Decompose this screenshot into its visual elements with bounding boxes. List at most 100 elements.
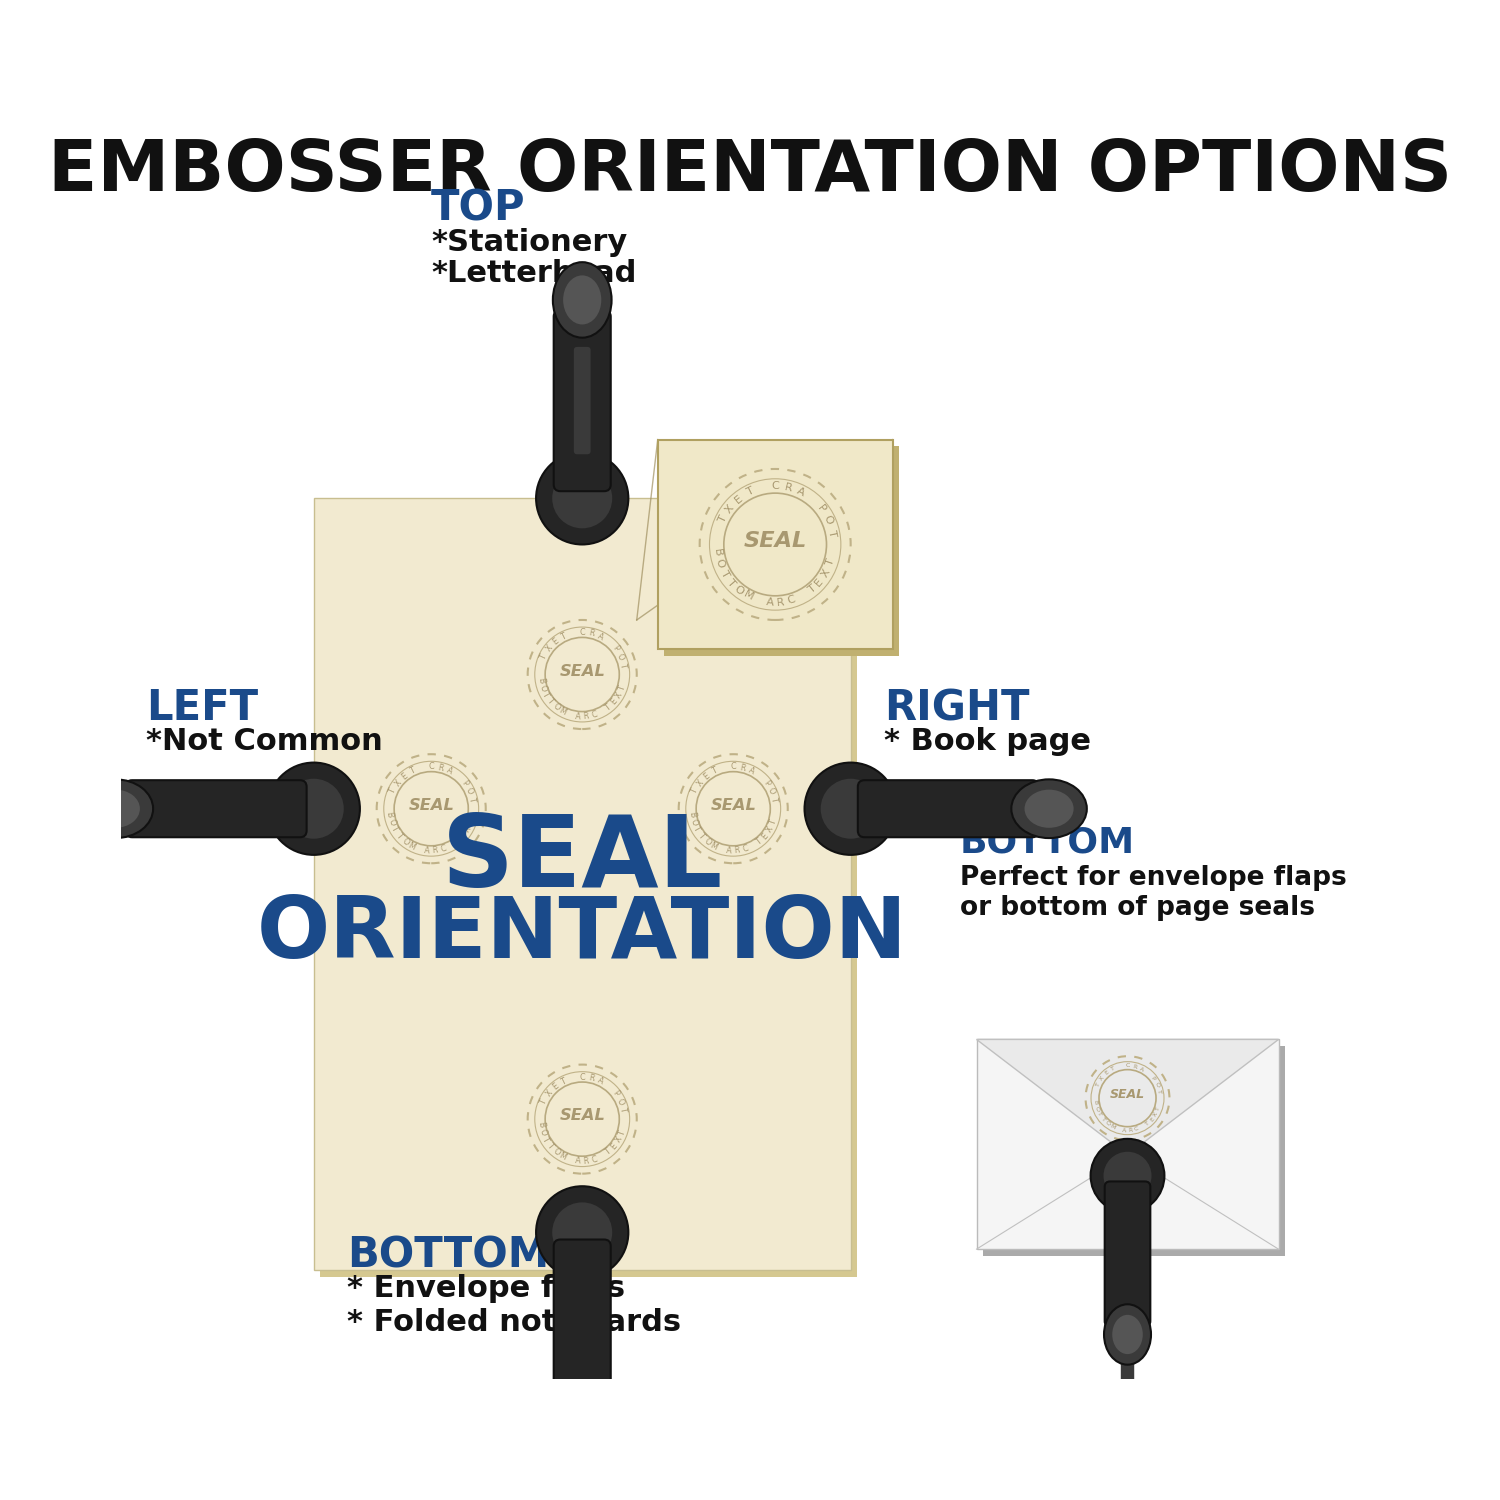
Text: X: X xyxy=(819,567,833,579)
Text: *Not Common: *Not Common xyxy=(146,728,382,756)
Text: T: T xyxy=(1110,1066,1116,1072)
Text: O: O xyxy=(400,836,411,848)
FancyBboxPatch shape xyxy=(554,310,610,490)
Text: C: C xyxy=(579,628,585,638)
Text: B: B xyxy=(1092,1100,1098,1106)
FancyBboxPatch shape xyxy=(976,1040,1278,1250)
Text: B: B xyxy=(386,812,394,818)
Text: O: O xyxy=(1094,1106,1100,1112)
Text: E: E xyxy=(400,771,410,782)
Text: T: T xyxy=(618,663,628,669)
Text: A: A xyxy=(726,846,732,855)
Text: * Folded note cards: * Folded note cards xyxy=(348,1308,681,1336)
Text: *Letterhead: *Letterhead xyxy=(430,260,636,288)
FancyBboxPatch shape xyxy=(554,1239,610,1420)
Text: M: M xyxy=(741,590,754,603)
Text: B: B xyxy=(536,1122,546,1128)
FancyBboxPatch shape xyxy=(982,1046,1286,1256)
Text: A: A xyxy=(747,765,756,776)
Text: O: O xyxy=(1104,1120,1112,1126)
Text: T: T xyxy=(744,486,754,498)
Text: C: C xyxy=(590,1155,598,1164)
Text: R: R xyxy=(436,764,444,772)
Text: R: R xyxy=(588,628,596,639)
Text: T: T xyxy=(711,766,718,776)
Text: SEAL: SEAL xyxy=(1110,1089,1144,1101)
Text: E: E xyxy=(550,638,561,646)
Text: R: R xyxy=(1128,1128,1132,1132)
Text: T: T xyxy=(560,632,568,642)
Text: R: R xyxy=(783,482,794,494)
Text: E: E xyxy=(550,1082,561,1092)
Text: E: E xyxy=(1104,1070,1110,1076)
Text: E: E xyxy=(760,831,770,842)
Text: T: T xyxy=(717,514,729,525)
Text: A: A xyxy=(765,597,774,608)
Text: E: E xyxy=(609,698,619,706)
Text: LEFT: LEFT xyxy=(146,687,258,729)
Text: M: M xyxy=(406,840,417,852)
Text: A: A xyxy=(795,486,807,498)
Circle shape xyxy=(284,778,344,838)
Circle shape xyxy=(821,778,880,838)
FancyBboxPatch shape xyxy=(126,780,306,837)
Text: T: T xyxy=(724,576,736,588)
Text: E: E xyxy=(609,1142,619,1150)
Circle shape xyxy=(267,762,360,855)
Text: T: T xyxy=(540,692,550,699)
Circle shape xyxy=(552,1203,612,1263)
Text: T: T xyxy=(616,684,627,692)
Text: O: O xyxy=(464,786,474,796)
Text: T: T xyxy=(770,796,778,804)
Ellipse shape xyxy=(78,780,153,838)
Text: T: T xyxy=(388,788,399,795)
Text: T: T xyxy=(603,1148,613,1156)
Text: P: P xyxy=(762,778,771,788)
Text: SEAL: SEAL xyxy=(560,663,604,678)
Text: X: X xyxy=(544,644,555,654)
Text: T: T xyxy=(408,766,417,776)
Text: RIGHT: RIGHT xyxy=(884,687,1029,729)
Text: C: C xyxy=(590,710,598,720)
FancyBboxPatch shape xyxy=(657,440,892,650)
Ellipse shape xyxy=(92,789,140,828)
Text: C: C xyxy=(741,844,748,853)
Text: * Envelope flaps: * Envelope flaps xyxy=(348,1274,626,1304)
Text: A: A xyxy=(446,765,454,776)
Text: T: T xyxy=(1144,1120,1150,1126)
Text: O: O xyxy=(615,1096,626,1106)
Text: TOP: TOP xyxy=(430,188,526,230)
Text: X: X xyxy=(614,1136,624,1144)
Text: X: X xyxy=(1100,1076,1106,1082)
FancyBboxPatch shape xyxy=(1104,1182,1150,1326)
Ellipse shape xyxy=(1011,780,1088,838)
Text: A: A xyxy=(596,632,604,642)
Text: B: B xyxy=(536,676,546,684)
Text: *Stationery: *Stationery xyxy=(430,228,627,256)
Text: T: T xyxy=(1095,1082,1101,1088)
Text: A: A xyxy=(574,1156,582,1166)
Text: T: T xyxy=(696,831,706,842)
Text: E: E xyxy=(813,576,825,588)
Text: T: T xyxy=(690,788,700,795)
Ellipse shape xyxy=(562,1406,602,1455)
Text: R: R xyxy=(584,1156,590,1166)
FancyBboxPatch shape xyxy=(858,780,1040,837)
Text: P: P xyxy=(459,778,470,788)
Ellipse shape xyxy=(554,1394,612,1468)
Text: P: P xyxy=(610,644,621,654)
Text: X: X xyxy=(393,778,404,788)
Text: T: T xyxy=(827,528,837,537)
FancyBboxPatch shape xyxy=(574,1448,591,1500)
Text: C: C xyxy=(440,844,447,853)
Text: C: C xyxy=(771,482,778,492)
Text: ORIENTATION: ORIENTATION xyxy=(256,892,907,977)
Text: O: O xyxy=(1154,1082,1160,1088)
Text: T: T xyxy=(1156,1089,1162,1094)
FancyBboxPatch shape xyxy=(321,506,858,1276)
Text: EMBOSSER ORIENTATION OPTIONS: EMBOSSER ORIENTATION OPTIONS xyxy=(48,136,1452,206)
Text: O: O xyxy=(702,836,712,848)
Text: T: T xyxy=(1155,1106,1161,1112)
Text: P: P xyxy=(815,503,827,515)
Text: or bottom of page seals: or bottom of page seals xyxy=(960,894,1314,921)
